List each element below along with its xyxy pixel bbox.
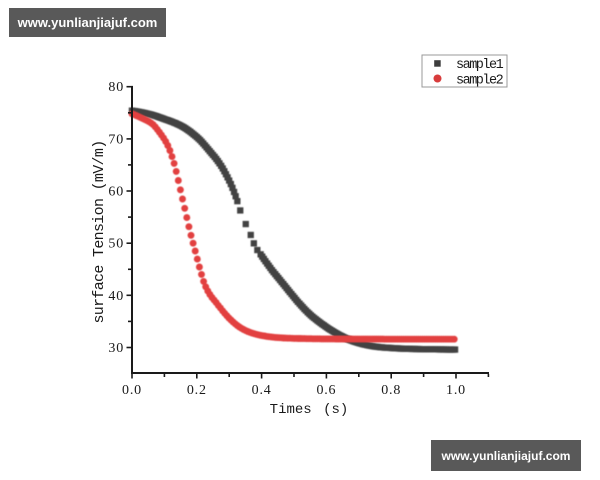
svg-text:30: 30 xyxy=(108,341,124,356)
svg-text:0.8: 0.8 xyxy=(381,383,401,398)
svg-text:surface Tension (mV/m): surface Tension (mV/m) xyxy=(91,140,108,323)
svg-text:Times (s): Times (s) xyxy=(270,402,349,418)
svg-text:50: 50 xyxy=(108,237,124,252)
svg-text:sample1: sample1 xyxy=(456,58,504,73)
svg-text:sample2: sample2 xyxy=(456,74,504,89)
svg-text:40: 40 xyxy=(108,289,124,304)
svg-text:70: 70 xyxy=(108,132,124,147)
svg-text:0.0: 0.0 xyxy=(122,383,142,398)
svg-text:1.0: 1.0 xyxy=(446,383,466,398)
svg-text:0.2: 0.2 xyxy=(187,383,207,398)
svg-text:60: 60 xyxy=(108,185,124,200)
svg-text:0.6: 0.6 xyxy=(316,383,336,398)
svg-text:80: 80 xyxy=(108,80,124,95)
svg-text:0.4: 0.4 xyxy=(252,383,272,398)
